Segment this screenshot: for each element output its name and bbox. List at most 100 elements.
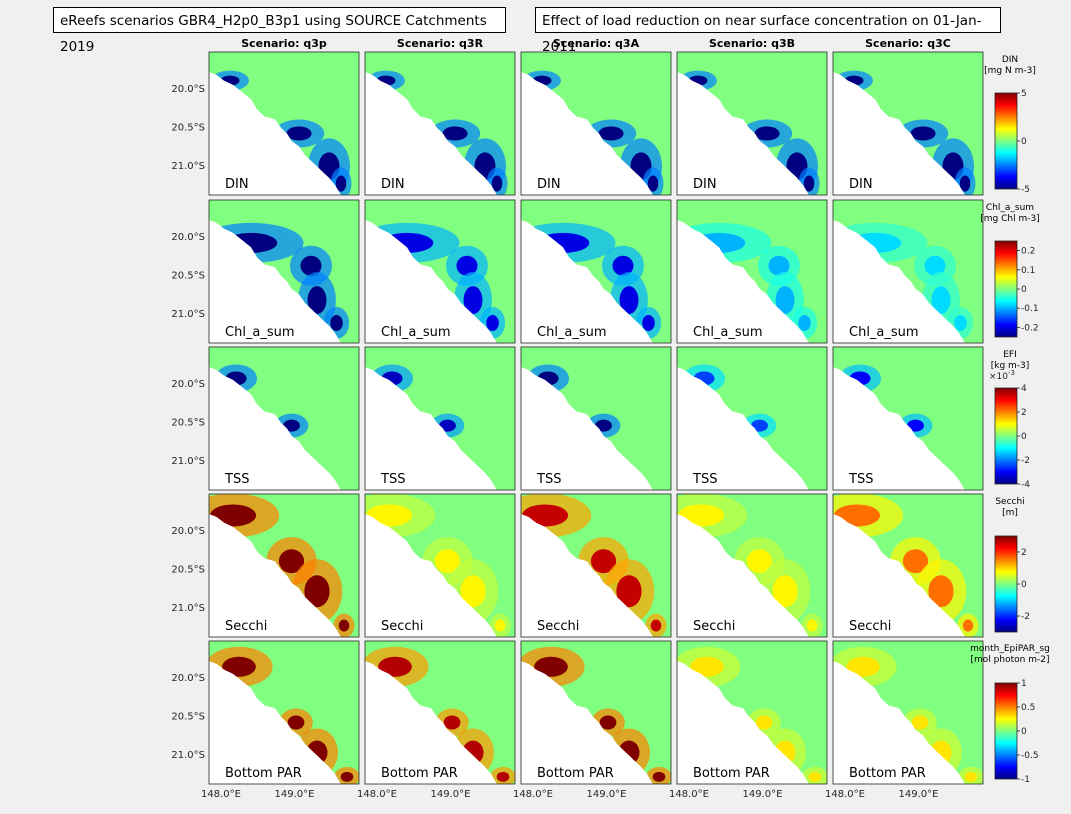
map-panel: Chl_a_sum [520, 199, 672, 344]
panel-variable-label: DIN [381, 177, 405, 192]
anomaly-core [746, 549, 773, 574]
anomaly-core [964, 771, 978, 782]
lat-tick-label: 21.0°S [171, 161, 205, 172]
colorbar-tick-label: 0.2 [1021, 247, 1035, 257]
panel-frame [208, 493, 360, 638]
panel-frame [832, 493, 984, 638]
map-panel: TSS [364, 346, 516, 491]
panel-variable-label: TSS [380, 472, 405, 487]
land-mask [209, 220, 341, 343]
land-mask [365, 220, 497, 343]
colorbar-tick-label: -4 [1021, 480, 1030, 490]
panel-frame [364, 51, 516, 196]
anomaly-core [335, 175, 347, 192]
anomaly-core [902, 549, 929, 574]
colorbar-tick-label: 0.1 [1021, 266, 1035, 276]
panel-frame [208, 640, 360, 785]
colorbar-title: month_EpiPAR_sg [970, 644, 1050, 654]
lat-tick-label: 20.0°S [171, 526, 205, 537]
figure-title-right: Effect of load reduction on near surface… [535, 7, 1001, 55]
panel-variable-label: Bottom PAR [381, 766, 458, 781]
colorbar-tick-label: -0.1 [1021, 304, 1039, 314]
colorbar-tick-label: 4 [1021, 384, 1027, 394]
anomaly-core [755, 715, 773, 730]
anomaly-core [491, 175, 503, 192]
panel-variable-label: Secchi [381, 619, 423, 634]
anomaly-core [595, 419, 612, 432]
colorbar-tick-label: 2 [1021, 408, 1027, 418]
lon-tick-label: 148.0°E [513, 789, 553, 800]
anomaly-core [754, 126, 780, 141]
lat-tick-label: 21.0°S [171, 309, 205, 320]
scenario-title-q3c: Scenario: q3C [865, 37, 951, 50]
anomaly-core [650, 619, 662, 632]
panel-variable-label: TSS [536, 472, 561, 487]
panel-frame [208, 51, 360, 196]
colorbar [994, 387, 1018, 485]
colorbar-tick-label: 0 [1021, 137, 1027, 147]
panel-variable-label: Secchi [849, 619, 891, 634]
colorbar-tick-label: 2 [1021, 548, 1027, 558]
lat-tick-label: 21.0°S [171, 456, 205, 467]
land-mask [365, 72, 497, 195]
land-mask [365, 661, 497, 784]
scenario-title-q3a: Scenario: q3A [552, 37, 640, 50]
lon-tick-label: 149.0°E [587, 789, 627, 800]
anomaly-core [304, 575, 330, 608]
lon-tick-label: 148.0°E [825, 789, 865, 800]
colorbar-tick-label: -0.2 [1021, 323, 1039, 333]
anomaly-core [494, 619, 506, 632]
land-mask [521, 514, 653, 637]
colorbar-tick-label: 0 [1021, 432, 1027, 442]
anomaly-core [599, 715, 617, 730]
anomaly-core [300, 255, 322, 276]
colorbar-tick-label: 5 [1021, 89, 1027, 99]
panel-frame [364, 640, 516, 785]
lon-tick-label: 148.0°E [669, 789, 709, 800]
land-mask [677, 367, 809, 490]
lon-tick-label: 149.0°E [431, 789, 471, 800]
colorbar-tick-label: -5 [1021, 185, 1030, 195]
map-panel: TSS [208, 346, 360, 491]
panel-variable-label: Secchi [537, 619, 579, 634]
map-panel: Secchi [832, 493, 984, 638]
panel-variable-label: TSS [848, 472, 873, 487]
land-mask [677, 72, 809, 195]
anomaly-core [647, 175, 659, 192]
colorbar-tick-label: 1 [1021, 679, 1027, 689]
map-panel: DIN [520, 51, 672, 196]
land-mask [833, 72, 965, 195]
colorbar-tick-label: 0 [1021, 727, 1027, 737]
anomaly-core [330, 314, 343, 331]
colorbar-title: [kg m-3] [991, 361, 1030, 371]
map-panel: Chl_a_sum [832, 199, 984, 344]
anomaly-core [222, 656, 256, 677]
anomaly-core [911, 715, 929, 730]
anomaly-core [907, 419, 924, 432]
anomaly-core [962, 619, 974, 632]
panel-frame [208, 346, 360, 491]
anomaly-core [910, 126, 936, 141]
land-mask [365, 514, 497, 637]
anomaly-core [534, 656, 568, 677]
anomaly-core [808, 771, 822, 782]
lat-tick-label: 20.0°S [171, 232, 205, 243]
anomaly-core [442, 126, 468, 141]
panel-frame [676, 346, 828, 491]
land-mask [209, 514, 341, 637]
colorbar-title: [m] [1002, 508, 1018, 518]
anomaly-core [772, 575, 798, 608]
colorbar-title: [mg Chl m-3] [980, 214, 1039, 224]
anomaly-core [460, 575, 486, 608]
anomaly-core [924, 255, 946, 276]
anomaly-core [434, 549, 461, 574]
panel-variable-label: Chl_a_sum [693, 325, 763, 340]
lon-tick-label: 148.0°E [201, 789, 241, 800]
anomaly-core [598, 126, 624, 141]
colorbar-title: DIN [1002, 55, 1018, 65]
lat-tick-label: 20.5°S [171, 564, 205, 575]
scenario-title-q3p: Scenario: q3p [241, 37, 327, 50]
map-panel: DIN [208, 51, 360, 196]
scenario-title-q3r: Scenario: q3R [396, 37, 484, 50]
anomaly-core [496, 771, 510, 782]
